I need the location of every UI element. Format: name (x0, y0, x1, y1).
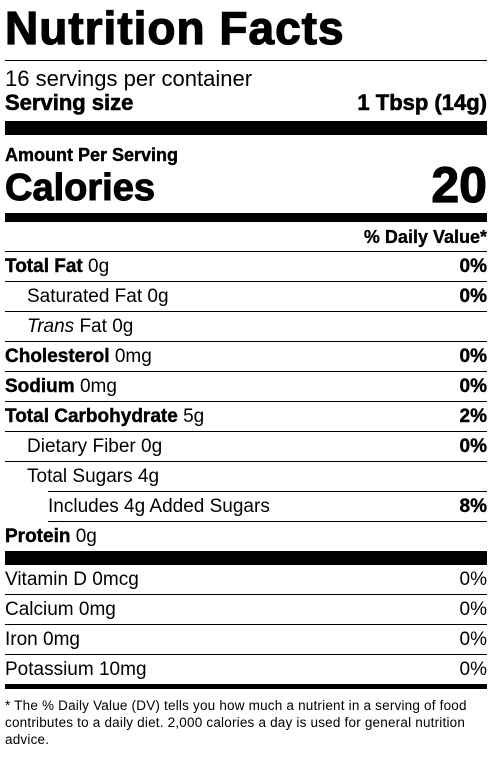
nutrient-dv: 8% (459, 495, 487, 517)
nutrient-amount: 0mg (114, 345, 152, 367)
nutrient-name: Sodium (5, 375, 75, 397)
serving-size-value: 1 Tbsp (14g) (357, 90, 487, 115)
nutrient-name: Dietary Fiber (27, 435, 136, 457)
nutrient-amount: 0g (147, 285, 169, 307)
medium-divider (5, 213, 487, 222)
vitamins-divider (5, 551, 487, 565)
nutrient-name: Cholesterol (5, 345, 110, 367)
nutrient-row-protein: Protein 0g (5, 522, 487, 551)
vitamin-name: Potassium (5, 658, 94, 680)
nutrient-name: Protein (5, 525, 71, 547)
nutrient-name: Total Fat (5, 255, 83, 277)
daily-value-header: % Daily Value* (5, 222, 487, 252)
vitamin-dv: 0% (459, 628, 487, 650)
vitamin-row-potassium: Potassium 10mg 0% (5, 655, 487, 684)
nutrient-amount: 4g (137, 465, 160, 487)
nutrient-row-saturated-fat: Saturated Fat 0g 0% (5, 282, 487, 312)
nutrient-dv: 0% (459, 285, 487, 307)
nutrient-name: Total Carbohydrate (5, 405, 178, 427)
serving-size-row: Serving size 1 Tbsp (14g) (5, 90, 488, 115)
vitamin-amount: 10mg (98, 658, 147, 680)
vitamin-dv: 0% (459, 658, 487, 680)
nutrient-row-total-fat: Total Fat 0g 0% (5, 252, 487, 282)
label-title: Nutrition Facts (4, 2, 345, 54)
vitamin-row-iron: Iron 0mg 0% (5, 625, 487, 655)
vitamin-row-calcium: Calcium 0mg 0% (5, 595, 487, 625)
vitamin-amount: 0mcg (92, 568, 139, 590)
nutrient-row-sodium: Sodium 0mg 0% (5, 372, 487, 402)
vitamin-name: Vitamin D (5, 568, 88, 590)
nutrient-row-total-sugars: Total Sugars 4g (5, 462, 487, 491)
vitamin-amount: 0mg (43, 628, 80, 650)
nutrient-amount: 0g (88, 255, 110, 277)
nutrition-facts-label: Nutrition Facts 16 servings per containe… (4, 2, 488, 752)
nutrient-row-added-sugars: Includes 4g Added Sugars 8% (48, 491, 487, 522)
vitamin-name: Calcium (5, 598, 74, 620)
vitamin-row-vitamin-d: Vitamin D 0mcg 0% (5, 565, 487, 595)
calories-label: Calories (5, 167, 156, 209)
nutrient-dv: 0% (459, 375, 487, 397)
footnote-divider (5, 684, 487, 689)
vitamin-dv: 0% (459, 568, 487, 590)
calories-value: 20 (431, 157, 488, 213)
amount-per-serving: Amount Per Serving (5, 145, 179, 165)
serving-size-label: Serving size (5, 90, 134, 115)
vitamin-dv: 0% (459, 598, 487, 620)
nutrient-name: Fat (79, 315, 107, 337)
nutrient-dv: 0% (459, 345, 487, 367)
nutrient-dv: 0% (459, 255, 487, 277)
nutrient-name-italic: Trans (27, 315, 75, 337)
nutrient-name: Saturated Fat (27, 285, 143, 307)
vitamin-name: Iron (5, 628, 38, 650)
nutrient-row-total-carbohydrate: Total Carbohydrate 5g 2% (5, 402, 487, 432)
nutrient-amount: 0g (112, 315, 134, 337)
nutrient-name: Total Sugars (27, 465, 133, 487)
nutrient-amount: 0mg (79, 375, 117, 397)
nutrient-row-trans-fat: Trans Fat 0g (5, 312, 487, 342)
vitamin-amount: 0mg (78, 598, 116, 620)
servings-per-container: 16 servings per container (5, 66, 253, 91)
nutrient-dv: 0% (459, 435, 487, 457)
nutrient-amount: 0g (75, 525, 97, 547)
calories-row: Calories 20 (5, 157, 488, 213)
nutrient-name: Includes 4g Added Sugars (48, 495, 270, 517)
daily-value-footnote: * The % Daily Value (DV) tells you how m… (5, 698, 467, 747)
nutrient-amount: 0g (141, 435, 163, 457)
thick-divider (5, 121, 487, 135)
title-divider (5, 60, 487, 61)
nutrient-dv: 2% (459, 405, 487, 427)
nutrient-row-cholesterol: Cholesterol 0mg 0% (5, 342, 487, 372)
nutrient-row-dietary-fiber: Dietary Fiber 0g 0% (5, 432, 487, 462)
nutrient-amount: 5g (183, 405, 205, 427)
